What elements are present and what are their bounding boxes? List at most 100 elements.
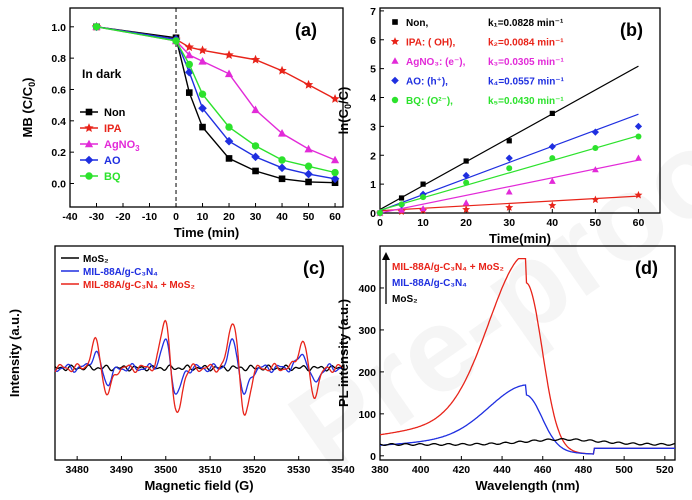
x-tick-label: 480 [575, 464, 593, 476]
data-point [251, 105, 260, 114]
data-point [252, 167, 259, 175]
legend-label: IPA: ( OH), [406, 38, 455, 49]
spectrum-line [54, 337, 344, 395]
data-point [591, 128, 599, 136]
panel-c: 3480 3490 3500 3510 3520 3530 3540 Magnetic fie… [7, 245, 355, 493]
series-2: AgNO3 [80, 22, 340, 164]
series-2: MIL-88A/g-C₃N₄ + MoS₂ [54, 280, 344, 416]
y-tick-label: 1.0 [51, 22, 66, 34]
data-point [634, 122, 643, 130]
x-tick-label: 60 [633, 217, 645, 229]
data-point [185, 89, 193, 96]
x-axis-label: Time (min) [174, 225, 240, 240]
y-tick-label: 7 [370, 6, 376, 18]
y-tick-label: 6 [370, 35, 376, 47]
data-point [505, 188, 513, 195]
legend-label: IPA [104, 123, 122, 135]
data-point [330, 93, 340, 103]
pl-curve [379, 384, 675, 455]
legend-label: MIL-88A/g-C₃N₄ [392, 278, 467, 289]
data-point [304, 144, 313, 153]
spectrum-line [54, 319, 344, 416]
x-tick-label: 40 [276, 211, 288, 223]
legend-marker [390, 37, 400, 46]
plot-frame [69, 7, 344, 208]
legend-marker [84, 139, 94, 148]
x-tick-label: 50 [590, 217, 602, 229]
legend-marker [85, 172, 93, 180]
data-point [277, 65, 287, 75]
data-point [398, 206, 405, 213]
x-tick-label: 10 [197, 211, 209, 223]
data-point [330, 174, 340, 184]
data-point [199, 123, 206, 131]
legend-marker [391, 96, 399, 104]
data-point [92, 23, 101, 31]
arrow-head-icon [382, 252, 390, 260]
legend-label: MIL-88A/g-C₃N₄ + MoS₂ [392, 262, 504, 273]
x-tick-label: 3540 [331, 464, 355, 476]
legend-marker [391, 57, 399, 64]
x-tick-label: 3530 [287, 464, 311, 476]
data-point [251, 152, 260, 162]
data-point [549, 110, 555, 116]
panel-label: (d) [635, 258, 658, 278]
data-point [506, 165, 513, 172]
data-point [635, 154, 642, 161]
data-point [505, 203, 514, 211]
y-tick-label: 2 [370, 150, 376, 162]
data-point [331, 168, 339, 177]
y-tick-label: 400 [358, 283, 376, 295]
legend-label: Non [104, 107, 126, 119]
data-point [463, 158, 469, 164]
panel-label: (b) [620, 20, 643, 40]
data-point [225, 155, 233, 162]
y-axis-label: PL intensity (a.u.) [336, 299, 351, 407]
data-point [463, 179, 470, 186]
data-point [506, 138, 512, 144]
data-point [548, 201, 557, 209]
x-tick-label: -10 [142, 211, 157, 223]
x-tick-label: -30 [89, 211, 104, 223]
x-tick-label: 30 [250, 211, 262, 223]
y-tick-label: 1 [370, 179, 376, 191]
data-point [251, 142, 260, 150]
data-point [377, 210, 383, 216]
x-tick-label: 3500 [154, 464, 178, 476]
y-tick-label: 0 [370, 451, 376, 463]
panel-label: (a) [295, 20, 317, 40]
y-tick-label: 3 [370, 121, 376, 133]
panel-b: 0 10 20 30 40 50 60 0 1 2 3 4 5 6 7 Time(min) ln(C0/C) (b… [336, 6, 661, 246]
legend-rate-constant: k₁=0.0828 min⁻¹ [488, 18, 564, 29]
series-1: IPA [80, 21, 340, 135]
x-tick-label: 20 [460, 217, 472, 229]
data-point [304, 169, 313, 179]
legend-label: AO [104, 155, 121, 167]
data-point [462, 205, 471, 213]
series-2: MoS₂ [379, 294, 676, 446]
fit-line [379, 65, 639, 211]
data-point [198, 56, 207, 65]
data-point [250, 54, 261, 64]
legend-label: MoS₂ [83, 254, 109, 265]
data-point [185, 60, 193, 69]
panel-a: -40 -30 -20 -10 0 10 20 30 40 50 60 0.0 0.2 0.4 0.6 0.8… [20, 7, 344, 240]
y-tick-label: 0.8 [51, 53, 66, 65]
y-tick-label: 100 [358, 409, 376, 421]
x-tick-label: 3520 [243, 464, 267, 476]
legend-label: AO: (h⁺), [406, 77, 448, 88]
y-tick-label: 0 [370, 208, 376, 220]
y-tick-label: 0.4 [51, 116, 66, 128]
data-point [549, 155, 556, 162]
legend-rate-constant: k₅=0.0430 min⁻¹ [488, 96, 564, 107]
series-2: AgNO₃: (e⁻), k₃=0.0305 min⁻¹ [376, 57, 642, 216]
x-tick-label: 420 [453, 464, 471, 476]
fit-line [379, 113, 639, 212]
x-axis-label: Magnetic field (G) [144, 478, 253, 493]
y-tick-label: 0.2 [51, 147, 66, 159]
legend-label: Non, [406, 18, 428, 29]
data-point [505, 154, 513, 162]
series-4: BQ: (O²⁻), k₅=0.0430 min⁻¹ [377, 96, 642, 216]
x-tick-label: 440 [493, 464, 511, 476]
data-point [305, 178, 312, 186]
